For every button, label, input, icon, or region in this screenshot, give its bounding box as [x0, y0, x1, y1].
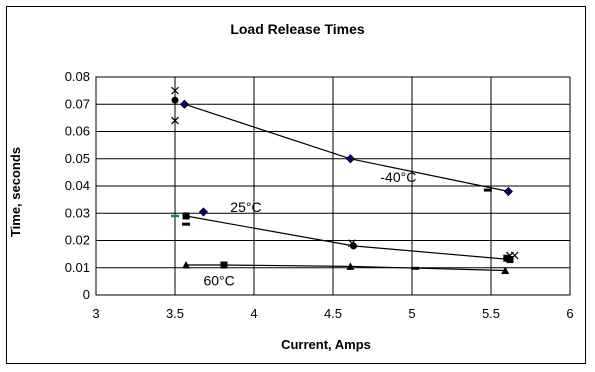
x-marker — [510, 251, 519, 260]
series-annotation: 60°C — [203, 272, 234, 288]
square-marker — [220, 261, 228, 269]
y-tick-label: 0.04 — [65, 178, 90, 193]
trend-line — [185, 215, 512, 261]
square-marker — [506, 256, 514, 264]
triangle-marker — [501, 266, 510, 274]
plot-border — [95, 76, 571, 296]
diamond-marker — [198, 207, 209, 217]
x-marker — [171, 86, 179, 95]
x-tick-label: 4.5 — [324, 306, 342, 321]
triangle-marker — [182, 261, 191, 269]
triangle-marker — [346, 262, 355, 270]
diamond-marker — [503, 186, 513, 197]
trend-line — [186, 264, 506, 272]
series-annotation: -40°C — [380, 169, 416, 185]
x-marker-stroke — [510, 251, 519, 260]
y-tick-label: 0.08 — [65, 69, 90, 84]
x-marker-stroke — [171, 86, 179, 95]
dash-marker — [483, 188, 492, 192]
diamond-marker — [345, 154, 355, 164]
y-tick-label: 0.06 — [65, 124, 90, 139]
x-marker-stroke — [171, 116, 179, 125]
x-tick-label: 5.5 — [482, 306, 500, 321]
y-tick-label: 0.07 — [65, 96, 90, 111]
circle-marker — [171, 96, 179, 104]
chart-title: Load Release Times — [230, 21, 365, 37]
square-marker — [182, 212, 190, 220]
y-tick-label: 0.03 — [65, 205, 90, 220]
dash-marker — [411, 266, 420, 270]
trend-line — [184, 103, 509, 192]
y-tick-label: 0.01 — [65, 260, 90, 275]
x-tick-label: 3.5 — [166, 306, 184, 321]
x-tick-label: 5 — [408, 306, 415, 321]
y-tick-label: 0.05 — [65, 151, 90, 166]
y-tick-label: 0.02 — [65, 233, 90, 248]
circle-marker — [350, 242, 358, 250]
x-tick-label: 3 — [92, 306, 99, 321]
x-axis-label: Current, Amps — [281, 337, 371, 352]
x-tick-label: 4 — [250, 306, 257, 321]
diamond-marker — [179, 99, 190, 109]
dash-marker-teal — [171, 214, 179, 218]
x-marker — [171, 116, 179, 125]
dash-marker — [182, 222, 191, 226]
chart-frame — [6, 6, 586, 364]
y-tick-label: 0 — [83, 287, 90, 302]
series-annotation: 25°C — [230, 199, 261, 215]
x-tick-label: 6 — [566, 306, 573, 321]
